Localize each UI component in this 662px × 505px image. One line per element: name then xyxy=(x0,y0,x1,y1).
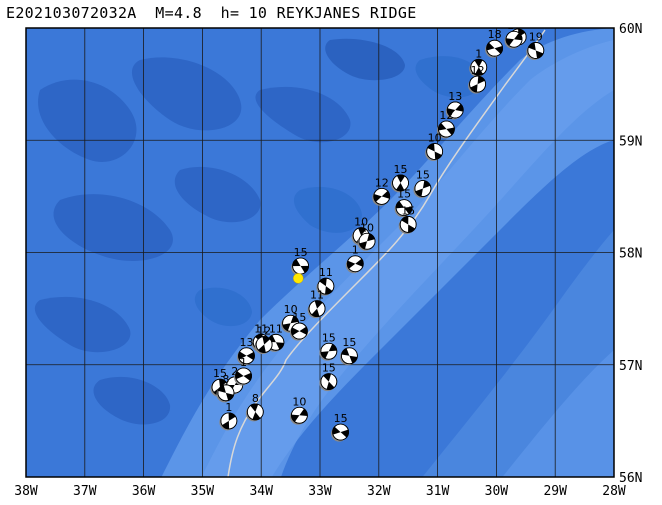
focal-mechanism: 12 xyxy=(254,325,273,355)
mechanism-depth-label: 1 xyxy=(225,401,232,414)
ridge-axis xyxy=(227,29,546,477)
mechanism-depth-label: 11 xyxy=(254,322,268,335)
lon-tick-label: 30W xyxy=(485,484,509,499)
focal-mechanism: 10 xyxy=(289,395,308,425)
focal-mechanism: 8 xyxy=(245,392,264,422)
focal-mechanism: 18 xyxy=(485,28,504,58)
mechanism-depth-label: 8 xyxy=(222,373,229,386)
focal-mechanism: 10 xyxy=(425,131,444,161)
focal-mechanism: 10 xyxy=(357,221,376,251)
map-frame xyxy=(25,27,615,478)
mechanism-depth-label: 11 xyxy=(269,322,283,335)
lat-tick-label: 60N xyxy=(619,22,642,37)
map-title: E202103072032A M=4.8 h= 10 REYKJANES RID… xyxy=(6,4,417,22)
lon-tick-label: 35W xyxy=(191,484,215,499)
mechanism-depth-label: 10 xyxy=(354,216,368,229)
lon-tick-label: 34W xyxy=(249,484,273,499)
mechanism-depth-label: 18 xyxy=(488,28,502,41)
mechanism-depth-label: 1 xyxy=(240,356,247,369)
mechanism-depth-label: 15 xyxy=(394,163,408,176)
mechanism-depth-label: 10 xyxy=(284,303,298,316)
focal-mechanism: 19 xyxy=(526,30,545,60)
focal-mechanism: 13 xyxy=(445,90,464,120)
mechanism-depth-label: 15 xyxy=(401,204,415,217)
focal-mechanism: 1 xyxy=(219,401,238,431)
lat-tick-label: 58N xyxy=(619,247,642,262)
lon-tick-label: 33W xyxy=(308,484,332,499)
lon-tick-label: 38W xyxy=(14,484,38,499)
mechanism-depth-label: 15 xyxy=(322,331,336,344)
focal-mechanism: 12 xyxy=(436,109,455,139)
mechanism-depth-label: 2 xyxy=(231,365,238,378)
mechanism-depth-label: 15 xyxy=(292,311,306,324)
mechanism-depth-label: 15 xyxy=(342,336,356,349)
mechanism-depth-label: 19 xyxy=(529,30,543,43)
mechanism-depth-label: 12 xyxy=(439,109,453,122)
focal-mechanism: 13 xyxy=(237,336,255,366)
mechanism-depth-label: 8 xyxy=(252,392,259,405)
lat-tick-label: 56N xyxy=(619,471,642,486)
mechanism-depth-label: 12 xyxy=(257,325,271,338)
mechanism-depth-label: 15 xyxy=(416,169,430,182)
mechanism-depth-label: 15 xyxy=(334,412,348,425)
mechanism-depth-label: 10 xyxy=(360,221,374,234)
focal-mechanism: 15 xyxy=(413,169,432,199)
focal-mechanism: 15 xyxy=(319,331,338,361)
focal-mechanism: 12 xyxy=(468,64,486,94)
lat-tick-label: 59N xyxy=(619,134,642,149)
focal-mechanism: 15 xyxy=(391,163,409,193)
lon-tick-label: 31W xyxy=(426,484,450,499)
lon-tick-label: 36W xyxy=(132,484,156,499)
mechanism-depth-label: 1 xyxy=(475,47,482,60)
mechanism-depth-label: 13 xyxy=(448,90,462,103)
lon-tick-label: 28W xyxy=(602,484,626,499)
lon-tick-label: 37W xyxy=(73,484,97,499)
focal-mechanism: 12 xyxy=(372,176,391,206)
focal-mechanism: 15 xyxy=(319,362,338,392)
focal-mechanism: 15 xyxy=(394,188,413,218)
focal-mechanism: 10 xyxy=(504,19,523,49)
lon-tick-label: 29W xyxy=(543,484,567,499)
mechanism-depth-label: 12 xyxy=(511,17,525,30)
mechanism-depth-label: 1 xyxy=(352,244,359,257)
lat-tick-label: 57N xyxy=(619,359,642,374)
mechanism-depth-label: 10 xyxy=(292,395,306,408)
mechanism-depth-label: 12 xyxy=(471,64,485,77)
focal-mechanism: 11 xyxy=(307,289,326,319)
mechanism-depth-label: 15 xyxy=(213,367,227,380)
mechanism-depth-label: 10 xyxy=(507,19,521,32)
focal-mechanism: 1 xyxy=(345,244,364,274)
main-event-marker xyxy=(292,273,304,284)
mechanism-depth-label: 11 xyxy=(310,289,324,302)
focal-mechanism: 1 xyxy=(469,47,488,77)
focal-mechanism: 11 xyxy=(316,266,335,296)
focal-mechanism: 15 xyxy=(331,412,349,442)
focal-mechanism: 8 xyxy=(216,373,235,403)
focal-mechanism: 1 xyxy=(234,356,252,386)
mechanism-depth-label: 15 xyxy=(322,362,336,375)
mechanism-depth-label: 11 xyxy=(319,266,333,279)
mechanism-depth-label: 12 xyxy=(375,176,389,189)
focal-mechanism: 15 xyxy=(339,336,358,366)
focal-mechanism: 15 xyxy=(289,311,308,341)
mechanism-depth-label: 15 xyxy=(397,188,411,201)
mechanism-depth-label: 15 xyxy=(294,246,308,259)
mechanism-depth-label: 13 xyxy=(240,336,254,349)
focal-mechanism: 15 xyxy=(398,204,417,234)
mechanism-depth-label: 10 xyxy=(428,131,442,144)
lon-tick-label: 32W xyxy=(367,484,391,499)
